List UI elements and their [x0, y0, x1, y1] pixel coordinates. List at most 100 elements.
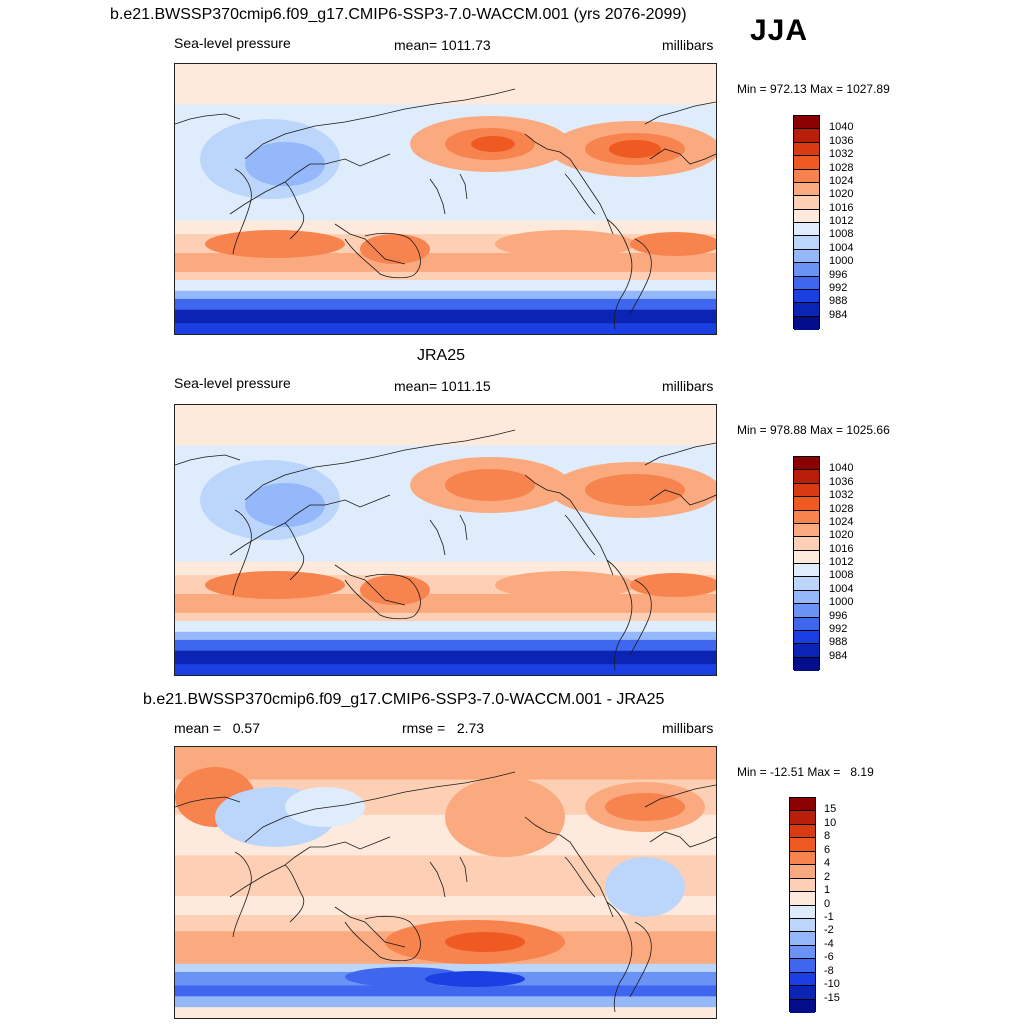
colorbar-swatch — [794, 657, 819, 671]
panel2-minmax: Min = 978.88 Max = 1025.66 — [737, 423, 890, 437]
colorbar-tick-label: -8 — [824, 964, 834, 977]
colorbar-tick-label: 984 — [829, 649, 848, 662]
colorbar-swatch — [794, 276, 819, 290]
colorbar-swatch — [794, 483, 819, 498]
colorbar-swatch — [794, 249, 819, 264]
colorbar-swatch — [794, 303, 819, 317]
colorbar-tick-label: 1016 — [829, 201, 854, 214]
colorbar-tick-label: 10 — [824, 816, 837, 829]
colorbar-tick-label: 1 — [824, 884, 831, 897]
colorbar-swatch — [790, 999, 815, 1013]
colorbar-swatch — [790, 878, 815, 893]
panel2-right-label: millibars — [662, 378, 714, 394]
colorbar-tick-label: 1000 — [829, 255, 854, 268]
colorbar-tick-label: 1040 — [829, 462, 854, 475]
colorbar-tick-label: 1028 — [829, 502, 854, 515]
colorbar-tick-label: 1024 — [829, 174, 854, 187]
panel1-map — [174, 63, 717, 335]
colorbar-tick-label: 1036 — [829, 134, 854, 147]
colorbar-swatch — [794, 129, 819, 143]
colorbar-swatch — [794, 470, 819, 484]
colorbar-tick-label: 2 — [824, 870, 831, 883]
colorbar-swatch — [794, 223, 819, 237]
panel2-left-label: Sea-level pressure — [174, 375, 291, 391]
colorbar-tick-label: 988 — [829, 295, 848, 308]
colorbar-tick-label: 0 — [824, 897, 831, 910]
colorbar-tick-label: -4 — [824, 937, 834, 950]
colorbar-swatch — [794, 617, 819, 631]
colorbar-tick-label: 1012 — [829, 556, 854, 568]
colorbar-tick-label: 4 — [824, 857, 831, 870]
colorbar-swatch — [794, 604, 819, 618]
colorbar-swatch — [790, 918, 815, 933]
colorbar-swatch — [790, 932, 815, 946]
colorbar-swatch — [794, 523, 819, 538]
season-label: JJA — [750, 14, 809, 47]
panel3-right-label: millibars — [662, 720, 714, 736]
colorbar-swatch — [790, 811, 815, 825]
panel3-map — [174, 746, 717, 1019]
colorbar-tick-label: -10 — [824, 978, 840, 991]
colorbar-tick-label: 15 — [824, 803, 837, 816]
panel2-colorbar — [793, 456, 820, 671]
colorbar-swatch — [794, 630, 819, 645]
colorbar-swatch — [794, 263, 819, 277]
colorbar-swatch — [794, 590, 819, 605]
colorbar-tick-label: 1008 — [829, 228, 854, 241]
colorbar-swatch — [794, 550, 819, 564]
colorbar-tick-label: -2 — [824, 924, 834, 937]
colorbar-swatch — [794, 196, 819, 210]
colorbar-tick-label: -6 — [824, 951, 834, 964]
panel1-colorbar — [793, 115, 820, 330]
colorbar-tick-label: 992 — [829, 281, 848, 294]
panel3-colorbar — [789, 797, 816, 1013]
colorbar-swatch — [790, 986, 815, 1000]
colorbar-tick-label: 1020 — [829, 188, 854, 201]
colorbar-swatch — [794, 236, 819, 250]
colorbar-tick-label: 996 — [829, 268, 848, 281]
colorbar-swatch — [794, 316, 819, 330]
panel1-center-label: mean= 1011.73 — [394, 37, 491, 53]
colorbar-swatch — [794, 564, 819, 578]
colorbar-swatch — [794, 457, 819, 471]
colorbar-tick-label: 988 — [829, 636, 848, 649]
colorbar-swatch — [790, 905, 815, 919]
colorbar-tick-label: 984 — [829, 308, 848, 321]
colorbar-swatch — [790, 865, 815, 879]
colorbar-swatch — [794, 182, 819, 197]
colorbar-tick-label: 1004 — [829, 241, 854, 254]
colorbar-swatch — [790, 892, 815, 906]
colorbar-swatch — [790, 959, 815, 973]
colorbar-swatch — [794, 116, 819, 130]
colorbar-swatch — [790, 851, 815, 866]
colorbar-swatch — [790, 824, 815, 839]
colorbar-swatch — [794, 142, 819, 157]
colorbar-swatch — [794, 209, 819, 223]
panel1-left-label: Sea-level pressure — [174, 35, 291, 51]
colorbar-swatch — [790, 972, 815, 987]
colorbar-swatch — [794, 537, 819, 551]
colorbar-swatch — [794, 156, 819, 170]
colorbar-tick-label: 1008 — [829, 569, 854, 582]
colorbar-tick-label: 1004 — [829, 582, 854, 595]
colorbar-tick-label: -1 — [824, 910, 834, 923]
colorbar-swatch — [790, 838, 815, 852]
colorbar-tick-label: 1040 — [829, 121, 854, 134]
colorbar-tick-label: 6 — [824, 843, 831, 856]
colorbar-swatch — [794, 169, 819, 183]
colorbar-swatch — [790, 798, 815, 812]
panel3-title: b.e21.BWSSP370cmip6.f09_g17.CMIP6-SSP3-7… — [143, 691, 665, 708]
colorbar-tick-label: 1020 — [829, 529, 854, 542]
panel2-map — [174, 404, 717, 676]
panel2-center-label: mean= 1011.15 — [394, 378, 491, 394]
colorbar-swatch — [794, 644, 819, 658]
colorbar-swatch — [790, 945, 815, 960]
main-title: b.e21.BWSSP370cmip6.f09_g17.CMIP6-SSP3-7… — [110, 6, 687, 23]
colorbar-swatch — [794, 497, 819, 511]
panel2-title: JRA25 — [417, 347, 466, 364]
colorbar-tick-label: 1016 — [829, 542, 854, 555]
colorbar-tick-label: 1032 — [829, 489, 854, 502]
colorbar-swatch — [794, 289, 819, 304]
panel3-center-label: rmse = 2.73 — [402, 720, 485, 736]
colorbar-tick-label: 992 — [829, 622, 848, 635]
